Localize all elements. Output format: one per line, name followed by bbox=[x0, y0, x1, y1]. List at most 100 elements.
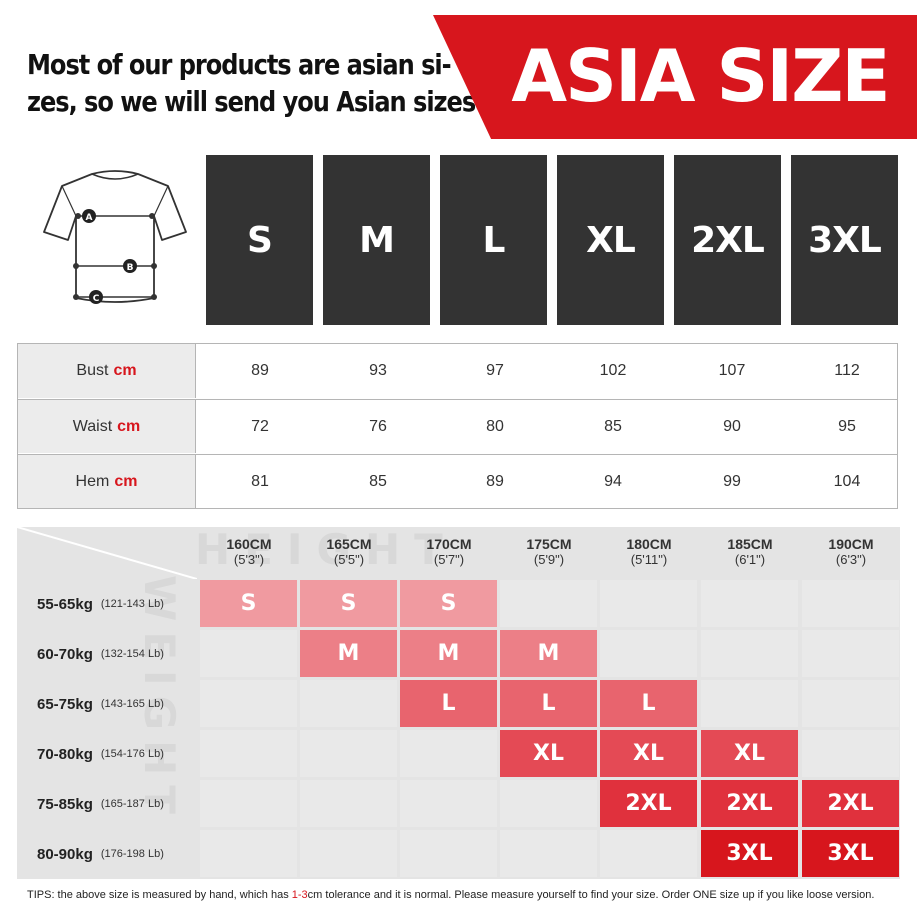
size-cell: S bbox=[300, 580, 397, 627]
table-cell: 95 bbox=[838, 417, 856, 435]
weight-label: 80-90kg (176-198 Lb) bbox=[37, 830, 164, 878]
empty-cell bbox=[701, 580, 798, 627]
weight-kg: 65-75kg bbox=[37, 695, 93, 713]
table-cell: 76 bbox=[369, 417, 387, 435]
measure-unit: cm bbox=[114, 472, 138, 490]
empty-cell bbox=[300, 830, 397, 877]
height-ft: (5'7") bbox=[433, 552, 465, 567]
height-ft: (5'9") bbox=[533, 552, 565, 567]
measurement-table: Bust cm 89 93 97 102 107 112 Waist cm 72 7… bbox=[17, 343, 898, 509]
weight-lb: (121-143 Lb) bbox=[100, 598, 164, 610]
empty-cell bbox=[300, 730, 397, 777]
table-cell: 89 bbox=[251, 362, 269, 379]
intro-line-2: zes, so we will send you Asian sizes bbox=[27, 85, 476, 118]
weight-label: 70-80kg (154-176 Lb) bbox=[37, 730, 164, 778]
size-cell: 2XL bbox=[701, 780, 798, 827]
size-cell: 3XL bbox=[802, 830, 899, 877]
empty-cell bbox=[400, 730, 497, 777]
table-cell: 72 bbox=[251, 417, 269, 435]
table-cell: 80 bbox=[486, 417, 504, 435]
table-cell: 89 bbox=[486, 472, 504, 490]
corner-divider bbox=[17, 527, 197, 579]
weight-lb: (165-187 Lb) bbox=[100, 798, 164, 810]
table-cell: 99 bbox=[723, 472, 741, 490]
empty-cell bbox=[400, 780, 497, 827]
height-cm: 175CM bbox=[526, 536, 572, 552]
empty-cell bbox=[802, 680, 899, 727]
weight-lb: (154-176 Lb) bbox=[100, 748, 164, 760]
empty-cell bbox=[600, 580, 697, 627]
table-cell: 85 bbox=[604, 417, 622, 435]
table-cell: 107 bbox=[718, 362, 746, 379]
row-label: Waist cm bbox=[18, 400, 196, 453]
empty-cell bbox=[200, 680, 297, 727]
height-header: 170CM (5'7") bbox=[399, 536, 499, 568]
height-weight-chart: HEIGHT WEIGHT 160CM (5'3") 165CM (5'5") 170C… bbox=[17, 527, 900, 879]
size-box-s: S bbox=[206, 155, 313, 325]
title-banner bbox=[433, 15, 917, 139]
weight-kg: 80-90kg bbox=[37, 845, 93, 863]
empty-cell bbox=[400, 830, 497, 877]
empty-cell bbox=[701, 630, 798, 677]
empty-cell bbox=[600, 830, 697, 877]
weight-lb: (143-165 Lb) bbox=[100, 698, 164, 710]
size-cell: S bbox=[400, 580, 497, 627]
empty-cell bbox=[802, 630, 899, 677]
table-cell: 93 bbox=[369, 362, 387, 379]
table-cell: 90 bbox=[723, 417, 741, 435]
empty-cell bbox=[802, 580, 899, 627]
height-cm: 180CM bbox=[626, 536, 672, 552]
size-cell: L bbox=[400, 680, 497, 727]
empty-cell bbox=[500, 580, 597, 627]
size-box-l: L bbox=[440, 155, 547, 325]
empty-cell bbox=[200, 730, 297, 777]
weight-kg: 55-65kg bbox=[37, 595, 93, 613]
weight-lb: (176-198 Lb) bbox=[100, 848, 164, 860]
table-row-hem: Hem cm 81 85 89 94 99 104 bbox=[18, 454, 897, 508]
empty-cell bbox=[300, 680, 397, 727]
empty-cell bbox=[500, 830, 597, 877]
table-cell: 94 bbox=[604, 472, 622, 490]
size-box-xl: XL bbox=[557, 155, 664, 325]
tips-prefix: TIPS: the above size is measured by hand… bbox=[27, 889, 292, 901]
empty-cell bbox=[200, 780, 297, 827]
measure-name: Hem bbox=[75, 472, 110, 490]
table-cell: 104 bbox=[833, 472, 861, 490]
size-cell: M bbox=[400, 630, 497, 677]
height-cm: 170CM bbox=[426, 536, 472, 552]
height-cm: 165CM bbox=[326, 536, 372, 552]
row-label: Hem cm bbox=[18, 455, 196, 508]
marker-a: A bbox=[86, 213, 93, 223]
table-row-bust: Bust cm 89 93 97 102 107 112 bbox=[18, 344, 897, 398]
height-ft: (5'3") bbox=[233, 552, 265, 567]
height-cm: 185CM bbox=[727, 536, 773, 552]
height-cm: 160CM bbox=[226, 536, 272, 552]
height-ft: (5'11") bbox=[630, 552, 668, 567]
empty-cell bbox=[300, 780, 397, 827]
height-header: 190CM (6'3") bbox=[801, 536, 900, 568]
height-ft: (6'3") bbox=[835, 552, 867, 567]
size-box-3xl: 3XL bbox=[791, 155, 898, 325]
weight-kg: 60-70kg bbox=[37, 645, 93, 663]
measure-unit: cm bbox=[113, 362, 137, 379]
empty-cell bbox=[701, 680, 798, 727]
table-cell: 112 bbox=[834, 362, 860, 379]
tips-tolerance: 1-3 bbox=[291, 889, 308, 901]
table-cell: 85 bbox=[369, 472, 387, 490]
tips-note: TIPS: the above size is measured by hand… bbox=[27, 889, 874, 901]
table-cell: 97 bbox=[486, 362, 504, 379]
size-cell: 3XL bbox=[701, 830, 798, 877]
height-header: 165CM (5'5") bbox=[299, 536, 399, 568]
size-box-2xl: 2XL bbox=[674, 155, 781, 325]
weight-lb: (132-154 Lb) bbox=[100, 648, 164, 660]
height-ft: (5'5") bbox=[333, 552, 365, 567]
jersey-diagram-icon: A B C bbox=[43, 170, 187, 304]
measure-name: Waist bbox=[72, 417, 113, 435]
height-ft: (6'1") bbox=[734, 552, 766, 567]
size-cell: M bbox=[500, 630, 597, 677]
weight-kg: 70-80kg bbox=[37, 745, 93, 763]
empty-cell bbox=[200, 830, 297, 877]
measure-unit: cm bbox=[117, 417, 141, 435]
size-cell: 2XL bbox=[600, 780, 697, 827]
empty-cell bbox=[200, 630, 297, 677]
